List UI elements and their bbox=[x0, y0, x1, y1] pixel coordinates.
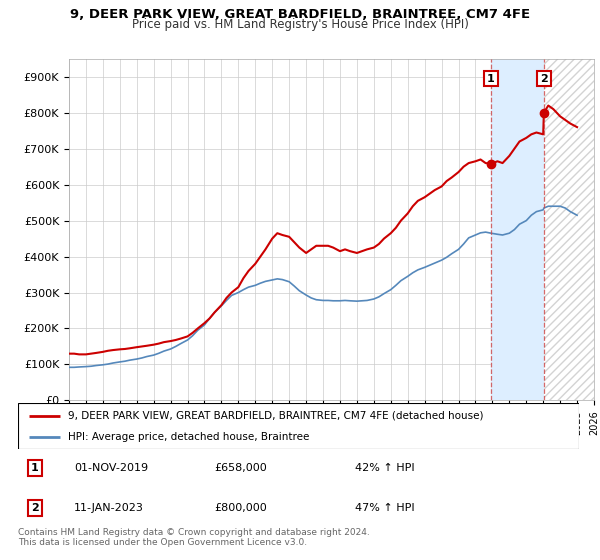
Text: £800,000: £800,000 bbox=[214, 503, 267, 513]
Text: 2: 2 bbox=[540, 73, 548, 83]
Bar bbox=[544, 59, 594, 400]
Text: £658,000: £658,000 bbox=[214, 463, 267, 473]
Text: HPI: Average price, detached house, Braintree: HPI: Average price, detached house, Brai… bbox=[68, 432, 310, 442]
Text: 2: 2 bbox=[31, 503, 39, 513]
Text: 1: 1 bbox=[31, 463, 39, 473]
Text: 01-NOV-2019: 01-NOV-2019 bbox=[74, 463, 148, 473]
Text: 1: 1 bbox=[487, 73, 495, 83]
Bar bbox=[491, 59, 544, 400]
Text: 9, DEER PARK VIEW, GREAT BARDFIELD, BRAINTREE, CM7 4FE (detached house): 9, DEER PARK VIEW, GREAT BARDFIELD, BRAI… bbox=[68, 410, 484, 421]
Text: Contains HM Land Registry data © Crown copyright and database right 2024.
This d: Contains HM Land Registry data © Crown c… bbox=[18, 528, 370, 547]
Text: 47% ↑ HPI: 47% ↑ HPI bbox=[355, 503, 414, 513]
Text: Price paid vs. HM Land Registry's House Price Index (HPI): Price paid vs. HM Land Registry's House … bbox=[131, 18, 469, 31]
Text: 42% ↑ HPI: 42% ↑ HPI bbox=[355, 463, 414, 473]
Text: 11-JAN-2023: 11-JAN-2023 bbox=[74, 503, 144, 513]
Text: 9, DEER PARK VIEW, GREAT BARDFIELD, BRAINTREE, CM7 4FE: 9, DEER PARK VIEW, GREAT BARDFIELD, BRAI… bbox=[70, 8, 530, 21]
FancyBboxPatch shape bbox=[18, 403, 579, 449]
